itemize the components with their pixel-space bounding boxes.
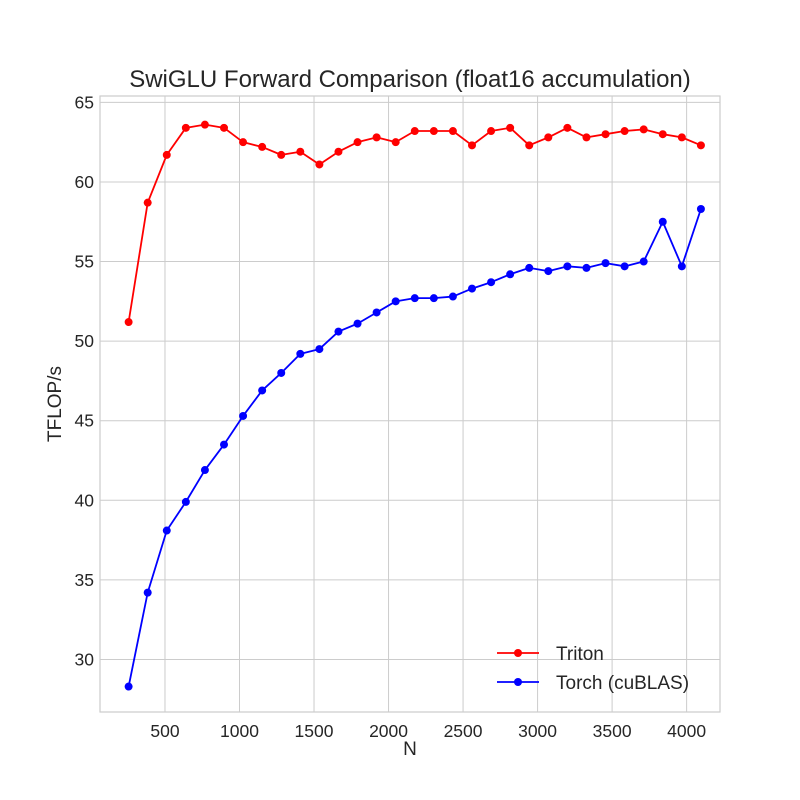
grid-lines xyxy=(100,96,720,712)
data-point xyxy=(353,138,362,147)
x-tick-label: 500 xyxy=(150,721,179,741)
data-point xyxy=(315,160,324,169)
y-tick-label: 35 xyxy=(75,570,94,590)
data-point xyxy=(124,682,133,691)
data-point xyxy=(429,294,438,303)
data-point xyxy=(696,205,705,214)
data-point xyxy=(277,150,286,159)
data-point xyxy=(315,345,324,354)
data-point xyxy=(487,278,496,287)
data-point xyxy=(563,123,572,132)
x-axis-label: N xyxy=(403,739,417,760)
data-point xyxy=(200,466,209,475)
x-tick-label: 2500 xyxy=(444,721,483,741)
data-point xyxy=(181,497,190,506)
data-point xyxy=(143,198,152,207)
data-point xyxy=(582,133,591,142)
data-point xyxy=(429,127,438,136)
data-point xyxy=(677,262,686,271)
data-point xyxy=(525,263,534,272)
data-point xyxy=(258,142,267,151)
x-tick-label: 3500 xyxy=(593,721,632,741)
data-point xyxy=(258,386,267,395)
x-tick-label: 1500 xyxy=(295,721,334,741)
x-axis-ticks: 500 1000 1500 2000 2500 3000 3500 4000 xyxy=(150,721,706,741)
data-point xyxy=(181,123,190,132)
data-point xyxy=(506,270,515,279)
data-point xyxy=(582,263,591,272)
y-tick-label: 30 xyxy=(75,649,95,669)
legend-label: Torch (cuBLAS) xyxy=(556,673,689,694)
data-point xyxy=(544,133,553,142)
legend: Triton Torch (cuBLAS) xyxy=(497,644,689,694)
data-point xyxy=(448,127,457,136)
data-point xyxy=(696,141,705,150)
data-point xyxy=(658,130,667,139)
data-point xyxy=(220,440,228,449)
data-point xyxy=(220,123,228,132)
legend-swatch-marker xyxy=(514,649,522,657)
data-point xyxy=(639,125,648,134)
y-tick-label: 40 xyxy=(75,490,95,510)
y-tick-label: 50 xyxy=(75,331,95,351)
data-point xyxy=(544,267,553,276)
y-axis-ticks: 30 35 40 45 50 55 60 65 xyxy=(75,92,95,669)
x-tick-label: 4000 xyxy=(667,721,706,741)
data-point xyxy=(372,133,381,142)
data-point xyxy=(677,133,686,142)
data-point xyxy=(468,141,476,150)
data-point xyxy=(162,526,171,535)
data-point xyxy=(391,297,400,306)
y-tick-label: 65 xyxy=(75,92,94,112)
data-point xyxy=(143,588,152,597)
data-point xyxy=(296,147,305,156)
data-point xyxy=(353,319,362,328)
data-point xyxy=(506,123,515,132)
data-point xyxy=(239,138,248,147)
series-layer xyxy=(124,120,705,691)
data-point xyxy=(334,147,343,156)
data-point xyxy=(277,368,286,377)
chart-title: SwiGLU Forward Comparison (float16 accum… xyxy=(129,66,691,93)
data-point xyxy=(391,138,400,147)
data-point xyxy=(525,141,534,150)
data-point xyxy=(639,257,648,266)
series-line-0 xyxy=(127,123,702,323)
y-tick-label: 55 xyxy=(75,252,94,272)
data-point xyxy=(448,292,457,301)
data-point xyxy=(658,217,667,226)
data-point xyxy=(334,327,343,336)
series-line-1 xyxy=(127,208,702,687)
legend-swatch-marker xyxy=(514,678,522,686)
data-point xyxy=(200,120,209,129)
x-tick-label: 3000 xyxy=(518,721,557,741)
y-axis-label: TFLOP/s xyxy=(45,366,66,442)
data-point xyxy=(563,262,572,271)
plot-area xyxy=(99,95,721,713)
data-point xyxy=(620,127,629,136)
y-tick-label: 60 xyxy=(75,172,95,192)
data-point xyxy=(162,150,171,159)
legend-label: Triton xyxy=(556,644,604,665)
data-point xyxy=(601,259,610,268)
data-point xyxy=(410,294,419,303)
data-point xyxy=(296,349,305,358)
data-point xyxy=(410,127,419,136)
x-tick-label: 1000 xyxy=(220,721,259,741)
data-point xyxy=(601,130,610,139)
data-point xyxy=(239,411,248,420)
data-point xyxy=(468,284,476,293)
data-point xyxy=(620,262,629,271)
data-point xyxy=(124,318,133,327)
data-point xyxy=(487,127,496,136)
y-tick-label: 45 xyxy=(75,411,94,431)
data-point xyxy=(372,308,381,317)
x-tick-label: 2000 xyxy=(369,721,408,741)
